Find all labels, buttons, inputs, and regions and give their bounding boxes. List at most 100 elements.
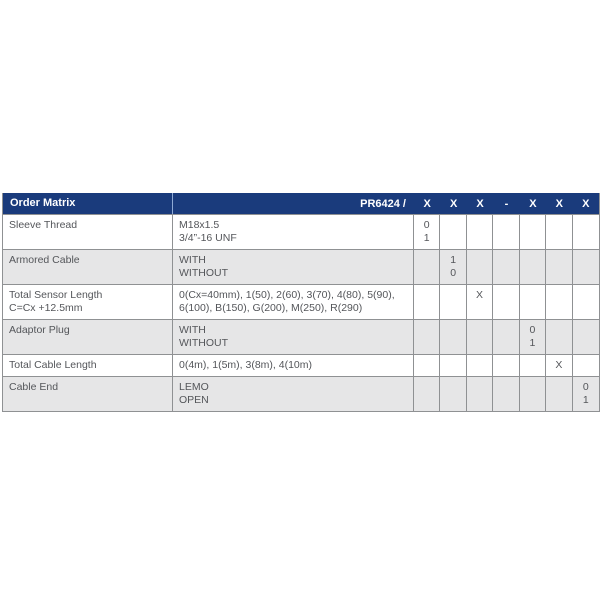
- code-cell: [572, 284, 599, 319]
- code-cell: [572, 249, 599, 284]
- row-label-line: Armored Cable: [9, 254, 80, 266]
- code-column-header: -: [504, 197, 509, 210]
- row-label-line: C=Cx +12.5mm: [9, 302, 83, 314]
- code-cell: [466, 354, 494, 376]
- code-cell: [546, 249, 573, 284]
- option-line: WITH: [179, 254, 206, 266]
- code-value: X: [476, 289, 484, 301]
- code-value: 1: [423, 232, 430, 244]
- code-cell: [519, 376, 547, 411]
- code-column-header: X: [449, 197, 458, 210]
- code-cell: [440, 284, 467, 319]
- code-value: 1: [450, 254, 457, 266]
- table-row: Armored Cable WITH WITHOUT 1 0: [3, 249, 599, 284]
- code-cell: [572, 354, 599, 376]
- row-options: 0(4m), 1(5m), 3(8m), 4(10m): [173, 354, 414, 376]
- row-label: Armored Cable: [3, 249, 173, 284]
- code-cell: [440, 214, 467, 249]
- row-label-line: Total Sensor Length: [9, 289, 103, 301]
- option-line: LEMO: [179, 381, 209, 393]
- code-cell: [440, 376, 467, 411]
- code-value: 1: [529, 337, 536, 349]
- row-label: Total Cable Length: [3, 354, 173, 376]
- code-cell: [493, 249, 520, 284]
- code-cell: [466, 249, 494, 284]
- code-cell: [493, 354, 520, 376]
- option-line: 0(Cx=40mm), 1(50), 2(60), 3(70), 4(80), …: [179, 289, 395, 301]
- code-cell: [519, 249, 547, 284]
- code-value: 1: [582, 394, 589, 406]
- code-cell: [572, 214, 599, 249]
- option-line: WITH: [179, 324, 206, 336]
- table-body: Sleeve Thread M18x1.5 3/4”-16 UNF 0 1 Armored…: [3, 214, 599, 411]
- row-label-line: Cable End: [9, 381, 59, 393]
- code-cell: [493, 214, 520, 249]
- row-label-line: Adaptor Plug: [9, 324, 70, 336]
- code-column-header: X: [555, 197, 564, 210]
- option-line: WITHOUT: [179, 337, 228, 349]
- code-column-header: X: [423, 197, 431, 210]
- row-options: LEMO OPEN: [173, 376, 414, 411]
- code-cell: [546, 284, 573, 319]
- code-value: 0: [450, 267, 457, 279]
- row-options: M18x1.5 3/4”-16 UNF: [173, 214, 414, 249]
- code-column-header: X: [529, 197, 537, 210]
- product-code-label: PR6424 /: [360, 197, 406, 210]
- code-value: 0: [423, 219, 430, 231]
- code-cell: [414, 284, 441, 319]
- code-cell: [493, 284, 520, 319]
- code-cell: [414, 376, 441, 411]
- order-matrix-table: Order Matrix PR6424 / X X X - X X X Sleeve Thr…: [2, 193, 600, 412]
- code-cell: [519, 284, 547, 319]
- code-cell: [466, 319, 494, 354]
- code-cell: [546, 376, 573, 411]
- code-cell: [519, 214, 547, 249]
- code-cell: [519, 354, 547, 376]
- code-cell: [546, 319, 573, 354]
- table-row: Adaptor Plug WITH WITHOUT 0 1: [3, 319, 599, 354]
- code-column-header: X: [582, 197, 590, 210]
- table-header-row: Order Matrix PR6424 / X X X - X X X: [3, 193, 599, 214]
- option-line: 3/4”-16 UNF: [179, 232, 237, 244]
- code-cell: [493, 376, 520, 411]
- row-options: WITH WITHOUT: [173, 319, 414, 354]
- code-cell: [493, 319, 520, 354]
- option-line: 6(100), B(150), G(200), M(250), R(290): [179, 302, 363, 314]
- code-cell: [546, 214, 573, 249]
- code-cell: [440, 319, 467, 354]
- table-row: Total Sensor Length C=Cx +12.5mm 0(Cx=40mm…: [3, 284, 599, 319]
- row-label-line: Total Cable Length: [9, 359, 97, 371]
- code-value: 0: [529, 324, 536, 336]
- table-row: Sleeve Thread M18x1.5 3/4”-16 UNF 0 1: [3, 214, 599, 249]
- row-label: Adaptor Plug: [3, 319, 173, 354]
- table-row: Total Cable Length 0(4m), 1(5m), 3(8m), 4…: [3, 354, 599, 376]
- row-label: Sleeve Thread: [3, 214, 173, 249]
- row-label-line: Sleeve Thread: [9, 219, 78, 231]
- row-options: WITH WITHOUT: [173, 249, 414, 284]
- row-label: Total Sensor Length C=Cx +12.5mm: [3, 284, 173, 319]
- code-cell: [572, 319, 599, 354]
- code-cell: X: [546, 354, 573, 376]
- table-row: Cable End LEMO OPEN 0 1: [3, 376, 599, 411]
- code-cell: [440, 354, 467, 376]
- option-line: WITHOUT: [179, 267, 228, 279]
- code-cell: [414, 319, 441, 354]
- table-title: Order Matrix: [3, 193, 173, 214]
- code-cell: [414, 249, 441, 284]
- option-line: OPEN: [179, 394, 209, 406]
- code-cell: X: [466, 284, 494, 319]
- code-cell: [466, 214, 494, 249]
- option-line: M18x1.5: [179, 219, 220, 231]
- code-cell: [414, 354, 441, 376]
- option-line: 0(4m), 1(5m), 3(8m), 4(10m): [179, 359, 313, 371]
- code-column-header: X: [476, 197, 484, 210]
- row-label: Cable End: [3, 376, 173, 411]
- row-options: 0(Cx=40mm), 1(50), 2(60), 3(70), 4(80), …: [173, 284, 414, 319]
- code-cell: [466, 376, 494, 411]
- code-value: X: [555, 359, 563, 371]
- code-value: 0: [582, 381, 589, 393]
